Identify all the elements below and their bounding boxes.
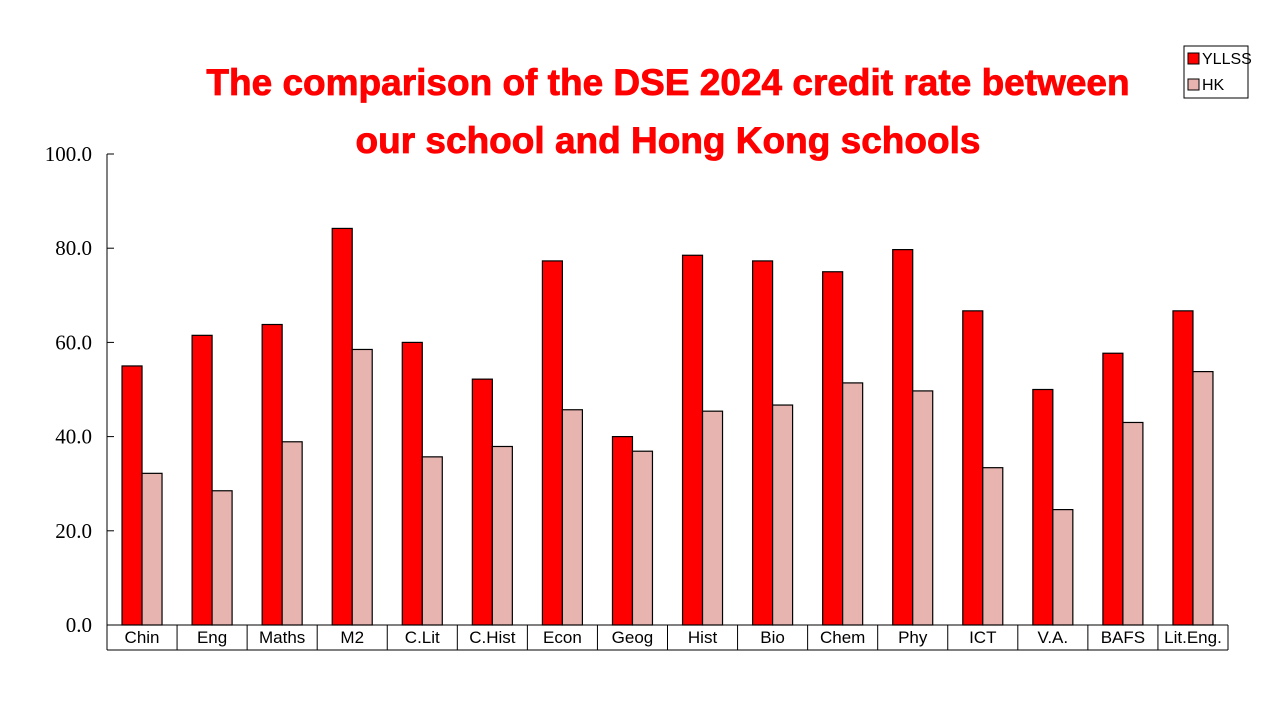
x-tick-label: Eng <box>197 628 227 647</box>
bar-yllss-eng <box>191 334 213 626</box>
bar-yllss-v-a- <box>1032 388 1054 626</box>
bar-hk-maths <box>281 441 303 626</box>
y-tick-label: 40.0 <box>55 425 92 449</box>
bar-yllss-chem <box>822 271 844 626</box>
bar-hk-m2 <box>351 348 373 626</box>
legend-label-hk: HK <box>1202 77 1225 94</box>
legend: YLLSS HK <box>1183 45 1252 99</box>
bar-yllss-hist <box>681 254 704 626</box>
bar-yllss-maths <box>261 323 283 626</box>
bar-hk-hist <box>701 410 724 626</box>
x-tick-labels: Chin Eng Maths M2 C.Lit C.Hist Econ Geog Hist Bio… <box>125 628 1222 647</box>
chart-title-line-1: The comparison of the DSE 2024 credit ra… <box>206 62 1129 103</box>
x-tick-label: Maths <box>259 628 305 647</box>
bar-hk-econ <box>561 409 584 626</box>
bar-yllss-c-lit <box>401 341 423 626</box>
bar-hk-bafs <box>1122 421 1144 626</box>
y-tick-label: 80.0 <box>55 236 92 260</box>
bar-yllss-ict <box>962 310 984 626</box>
bar-yllss-bio <box>751 260 774 626</box>
x-tick-label: C.Lit <box>405 628 440 647</box>
y-tick-label: 20.0 <box>55 519 92 543</box>
bar-hk-ict <box>982 467 1004 626</box>
bar-yllss-lit-eng- <box>1172 310 1194 626</box>
x-tick-label: Chin <box>125 628 160 647</box>
y-tick-label: 0.0 <box>66 613 92 637</box>
bar-hk-c-hist <box>491 445 513 626</box>
x-tick-label: Chem <box>820 628 865 647</box>
x-category-cells <box>106 625 1229 650</box>
chart-title: The comparison of the DSE 2024 credit ra… <box>206 62 1130 162</box>
legend-swatch-hk <box>1187 78 1200 91</box>
x-tick-label: C.Hist <box>469 628 516 647</box>
y-ticks: 0.0 20.0 40.0 60.0 80.0 100.0 <box>45 142 114 637</box>
bar-yllss-c-hist <box>471 378 493 626</box>
bar-hk-chin <box>141 472 163 626</box>
bar-hk-v-a- <box>1052 509 1074 626</box>
bar-yllss-bafs <box>1102 352 1124 626</box>
x-tick-label: M2 <box>340 628 364 647</box>
y-tick-label: 60.0 <box>55 330 92 354</box>
bar-hk-lit-eng- <box>1192 371 1214 626</box>
x-tick-label: ICT <box>969 628 996 647</box>
bar-hk-chem <box>842 382 864 626</box>
y-tick-label: 100.0 <box>45 142 92 166</box>
bar-hk-bio <box>771 404 794 626</box>
bar-yllss-phy <box>892 249 914 626</box>
legend-swatch-yllss <box>1187 52 1200 65</box>
bars <box>121 227 1214 626</box>
bar-yllss-econ <box>541 260 564 626</box>
x-tick-label: BAFS <box>1101 628 1145 647</box>
x-tick-label: Phy <box>898 628 928 647</box>
x-tick-label: Bio <box>760 628 785 647</box>
bar-hk-c-lit <box>421 456 443 626</box>
bar-yllss-geog <box>611 436 634 626</box>
x-tick-label: V.A. <box>1038 628 1069 647</box>
bar-yllss-chin <box>121 365 143 626</box>
x-tick-label: Econ <box>543 628 582 647</box>
bar-hk-eng <box>211 490 233 626</box>
legend-label-yllss: YLLSS <box>1202 51 1252 68</box>
x-tick-label: Geog <box>612 628 654 647</box>
bar-hk-geog <box>631 450 654 626</box>
x-tick-label: Lit.Eng. <box>1164 628 1222 647</box>
bar-yllss-m2 <box>331 227 353 626</box>
chart-title-line-2: our school and Hong Kong schools <box>356 120 981 161</box>
bar-hk-phy <box>912 390 934 626</box>
x-tick-label: Hist <box>688 628 718 647</box>
